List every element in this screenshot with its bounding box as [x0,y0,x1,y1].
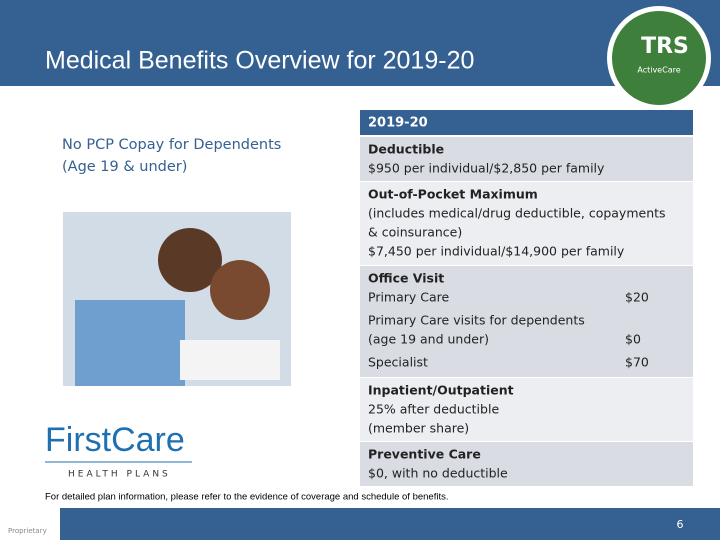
table-row [360,442,693,486]
left-heading: (Age 19 & under) [62,159,187,175]
title-bar [0,0,720,86]
page-number: 6 [677,518,684,531]
logo-subtext: ActiveCare [637,66,680,75]
row-text: $7,450 per individual/$14,900 per family [368,244,625,259]
row-text: (includes medical/drug deductible, copay… [368,206,666,221]
photo [63,212,291,386]
footer-label: Proprietary [8,527,47,535]
row-text: 25% after deductible [368,402,499,417]
row-text: $0, with no deductible [368,466,508,481]
row-title: Deductible [368,142,444,157]
table-row [360,378,693,441]
logo-circle [612,11,706,105]
table-row [360,266,693,377]
firstcare-name: FirstCare [45,421,185,459]
row-title: Out-of-Pocket Maximum [368,187,538,202]
item-value: $70 [625,355,649,370]
item-label: Primary Care [368,290,450,305]
table-header-text: 2019-20 [368,116,428,131]
left-heading: No PCP Copay for Dependents [62,137,281,153]
firstcare-tagline: HEALTH PLANS [68,470,171,480]
item-label: Primary Care visits for dependents [368,313,585,328]
item-label: Specialist [368,355,428,370]
row-title: Office Visit [368,271,444,286]
logo-text: TRS [641,34,689,59]
table-row [360,182,693,265]
table-body: Deductible $950 per individual/$2,850 per… [360,137,693,486]
row-title: Inpatient/Outpatient [368,383,514,398]
row-text: (member share) [368,421,469,436]
table-header [360,110,693,135]
item-label: (age 19 and under) [368,332,489,347]
table-row [360,137,693,181]
row-title: Preventive Care [368,447,481,462]
item-value: $20 [625,290,649,305]
footer-note: For detailed plan information, please re… [45,492,448,503]
footer-bar [60,508,720,540]
row-text: $950 per individual/$2,850 per family [368,161,605,176]
slide-title: Medical Benefits Overview for 2019-20 [45,47,474,75]
row-text: & coinsurance) [368,225,462,240]
item-value: $0 [625,332,641,347]
